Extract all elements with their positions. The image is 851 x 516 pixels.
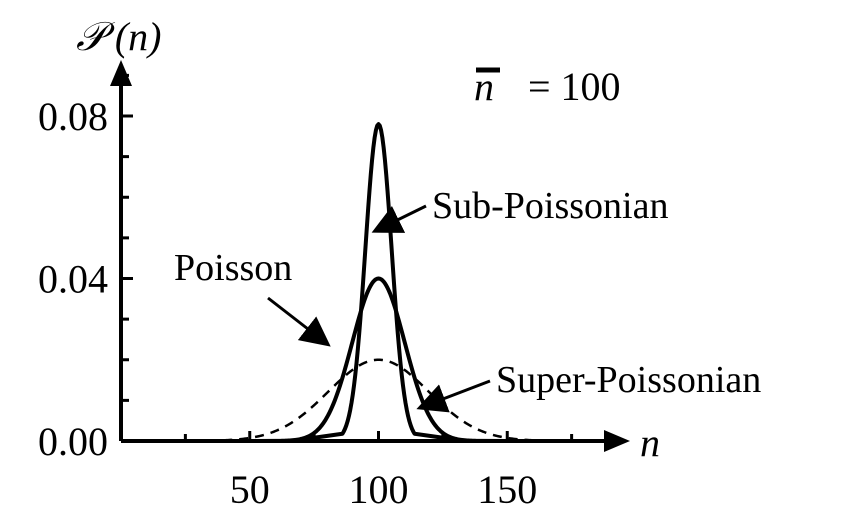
mean-value: = 100 (528, 64, 621, 109)
arrow-super-poissonian (416, 379, 491, 413)
y-axis-arrowhead (110, 60, 132, 86)
y-ticks: 0.00 0.04 0.08 (38, 94, 133, 464)
x-tick-label: 150 (477, 467, 537, 512)
series-line-super-poissonian (222, 358, 535, 442)
arrow-sub-poissonian (371, 204, 427, 233)
mean-symbol: n (474, 64, 494, 109)
y-tick-label: 0.08 (38, 94, 108, 139)
y-axis-title: 𝒫 (n) (76, 14, 161, 59)
y-tick-label: 0.04 (38, 257, 108, 302)
x-tick-label: 50 (230, 467, 270, 512)
y-minor-ticks (121, 73, 129, 402)
series-line-poisson (223, 276, 534, 443)
annotation-poisson: Poisson (174, 247, 292, 289)
x-tick-label: 100 (349, 467, 409, 512)
x-axis-title: n (640, 420, 660, 465)
x-ticks: 50 100 150 (183, 431, 574, 512)
x-axis-arrowhead (604, 430, 630, 452)
annotation-super-poissonian: Super-Poissonian (496, 359, 761, 401)
series-group (222, 122, 535, 443)
y-tick-label: 0.00 (38, 419, 108, 464)
series-line-sub-poissonian (290, 122, 467, 443)
arrow-poisson (267, 296, 331, 347)
annotation-sub-poissonian: Sub-Poissonian (432, 185, 668, 227)
